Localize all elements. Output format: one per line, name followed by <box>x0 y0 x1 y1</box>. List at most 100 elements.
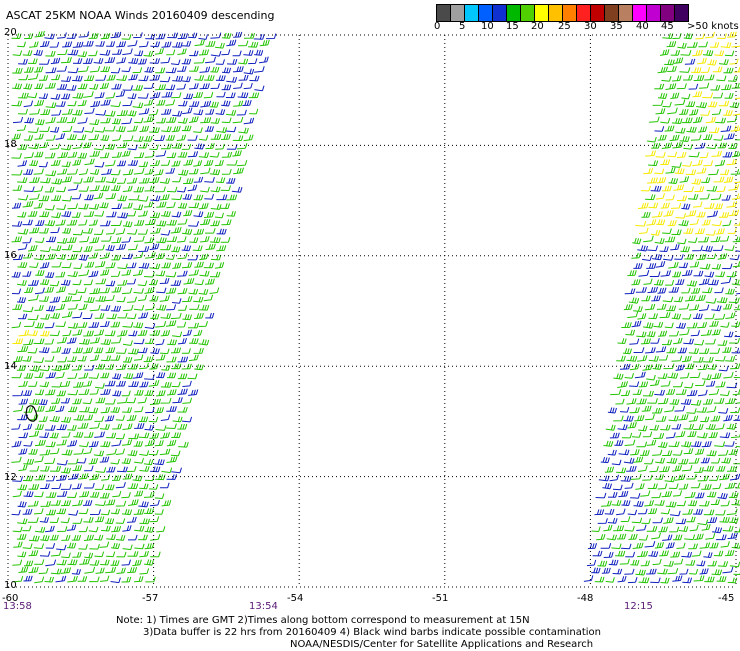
wind-barb <box>83 228 93 233</box>
wind-barb <box>17 212 26 217</box>
wind-barb <box>34 255 44 260</box>
wind-barb <box>656 219 665 224</box>
wind-barb <box>90 337 100 343</box>
wind-barb <box>672 33 681 38</box>
wind-barb <box>607 535 617 540</box>
wind-barb <box>178 33 188 38</box>
wind-barb <box>715 510 725 515</box>
lat-label: 14 <box>4 361 17 372</box>
wind-barb <box>714 204 723 209</box>
wind-barb <box>145 338 154 343</box>
wind-barb <box>656 108 665 114</box>
wind-barb <box>106 93 115 99</box>
wind-barb <box>127 126 137 132</box>
wind-barb <box>690 262 699 267</box>
wind-barb <box>598 518 608 523</box>
wind-barb <box>134 458 143 463</box>
wind-barb <box>706 298 716 303</box>
wind-barb <box>709 389 719 395</box>
wind-barb <box>106 262 116 268</box>
wind-barb <box>24 561 33 566</box>
wind-barb <box>45 153 55 158</box>
wind-barb <box>150 244 159 250</box>
wind-barb <box>67 134 77 139</box>
wind-barb <box>57 440 67 446</box>
wind-barb <box>45 356 54 361</box>
wind-barb <box>724 177 733 183</box>
wind-barb <box>618 424 628 429</box>
wind-barb <box>156 271 165 276</box>
wind-barb <box>720 236 729 241</box>
wind-barb <box>682 465 692 471</box>
wind-barb <box>734 570 740 575</box>
wind-barb <box>233 101 243 107</box>
wind-barb <box>204 75 214 80</box>
wind-barb <box>139 108 149 114</box>
wind-barb <box>34 67 43 73</box>
wind-barb <box>617 381 627 387</box>
wind-barb <box>17 552 26 557</box>
wind-barb <box>24 441 33 446</box>
wind-barb <box>639 270 649 276</box>
wind-barb <box>155 84 165 90</box>
wind-barb <box>662 102 671 107</box>
colorbar-label: 15 <box>506 21 519 32</box>
wind-barb <box>100 321 109 326</box>
wind-barb <box>614 440 623 445</box>
wind-barb <box>74 127 84 132</box>
wind-barb <box>44 287 53 292</box>
wind-barb <box>622 500 631 505</box>
wind-barb <box>648 203 657 208</box>
wind-barb <box>112 152 122 157</box>
wind-barb <box>724 332 733 337</box>
wind-barb <box>733 459 740 464</box>
wind-barb <box>139 382 148 387</box>
wind-barb <box>711 416 720 421</box>
wind-barb <box>713 93 723 98</box>
wind-barb <box>226 178 235 183</box>
wind-barb <box>696 212 705 217</box>
wind-barb <box>12 83 21 89</box>
wind-barb <box>160 349 169 354</box>
wind-barb <box>39 399 48 405</box>
wind-barb <box>681 288 690 293</box>
wind-barb <box>28 449 37 454</box>
wind-barb <box>39 196 49 201</box>
wind-barb <box>145 169 154 175</box>
wind-barb <box>703 552 712 557</box>
wind-barb <box>676 365 685 371</box>
wind-barb <box>73 58 82 63</box>
wind-barb <box>610 433 619 438</box>
wind-barb <box>613 416 623 421</box>
wind-barb <box>122 67 131 72</box>
wind-barb <box>68 50 78 55</box>
wind-barb <box>23 509 32 514</box>
wind-barb <box>178 389 188 395</box>
wind-barb <box>217 229 227 234</box>
wind-barb <box>116 449 125 455</box>
wind-barb <box>193 229 203 235</box>
wind-barb <box>244 69 254 74</box>
colorbar-swatch <box>521 4 535 22</box>
wind-barb <box>692 246 702 251</box>
wind-barb <box>28 93 37 98</box>
wind-barb <box>714 288 723 293</box>
wind-barb <box>62 109 72 115</box>
wind-barb <box>162 42 172 48</box>
wind-barb <box>57 526 67 531</box>
wind-barb <box>67 203 77 208</box>
wind-barb <box>50 313 59 319</box>
wind-barb <box>117 213 127 219</box>
wind-barb <box>618 338 627 343</box>
wind-barb <box>189 304 199 309</box>
wind-barb <box>200 219 210 225</box>
wind-barb <box>700 417 709 422</box>
wind-barb <box>633 263 642 268</box>
wind-barb <box>696 295 706 301</box>
wind-barb <box>111 84 121 89</box>
wind-barb <box>72 296 82 301</box>
wind-barb <box>226 77 236 82</box>
wind-barb <box>89 220 98 226</box>
wind-barb <box>616 509 625 515</box>
wind-barb <box>24 287 33 292</box>
